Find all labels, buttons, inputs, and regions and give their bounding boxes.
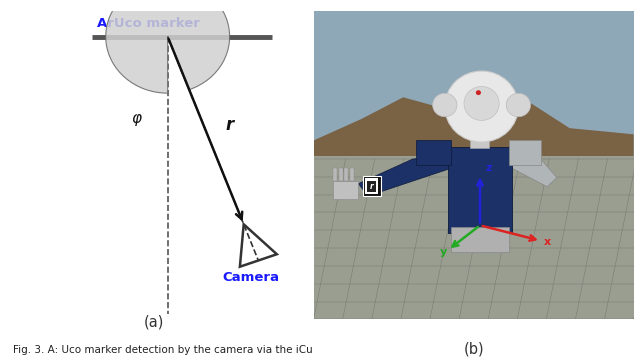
Bar	[470, 131, 489, 148]
Text: φ: φ	[132, 111, 141, 126]
Text: Camera: Camera	[223, 271, 280, 284]
Bar	[350, 168, 355, 180]
Wedge shape	[106, 0, 230, 93]
Circle shape	[506, 93, 531, 117]
Bar	[344, 168, 349, 180]
Text: y: y	[440, 246, 447, 257]
Bar	[451, 227, 509, 252]
Circle shape	[445, 71, 518, 142]
Bar	[416, 140, 451, 165]
Circle shape	[464, 86, 499, 121]
Bar	[365, 179, 378, 194]
Bar	[367, 180, 376, 192]
Bar	[339, 168, 343, 180]
Text: (a): (a)	[143, 314, 164, 329]
Polygon shape	[314, 88, 634, 159]
Bar	[364, 176, 381, 196]
Bar	[314, 156, 634, 319]
Bar	[448, 147, 512, 233]
Text: (b): (b)	[463, 341, 484, 356]
Circle shape	[476, 90, 481, 95]
Bar	[509, 140, 541, 165]
Bar	[333, 168, 337, 180]
Text: r: r	[370, 182, 374, 191]
Text: r: r	[225, 116, 234, 134]
Text: ArUco marker: ArUco marker	[97, 17, 200, 30]
Polygon shape	[358, 156, 451, 196]
Text: x: x	[544, 237, 551, 248]
Bar	[333, 180, 358, 199]
Circle shape	[433, 93, 457, 117]
Polygon shape	[512, 153, 557, 187]
Text: Fig. 3. A: Uco marker detection by the camera via the iCu: Fig. 3. A: Uco marker detection by the c…	[13, 345, 312, 355]
Text: z: z	[486, 163, 492, 174]
Bar	[314, 11, 634, 159]
